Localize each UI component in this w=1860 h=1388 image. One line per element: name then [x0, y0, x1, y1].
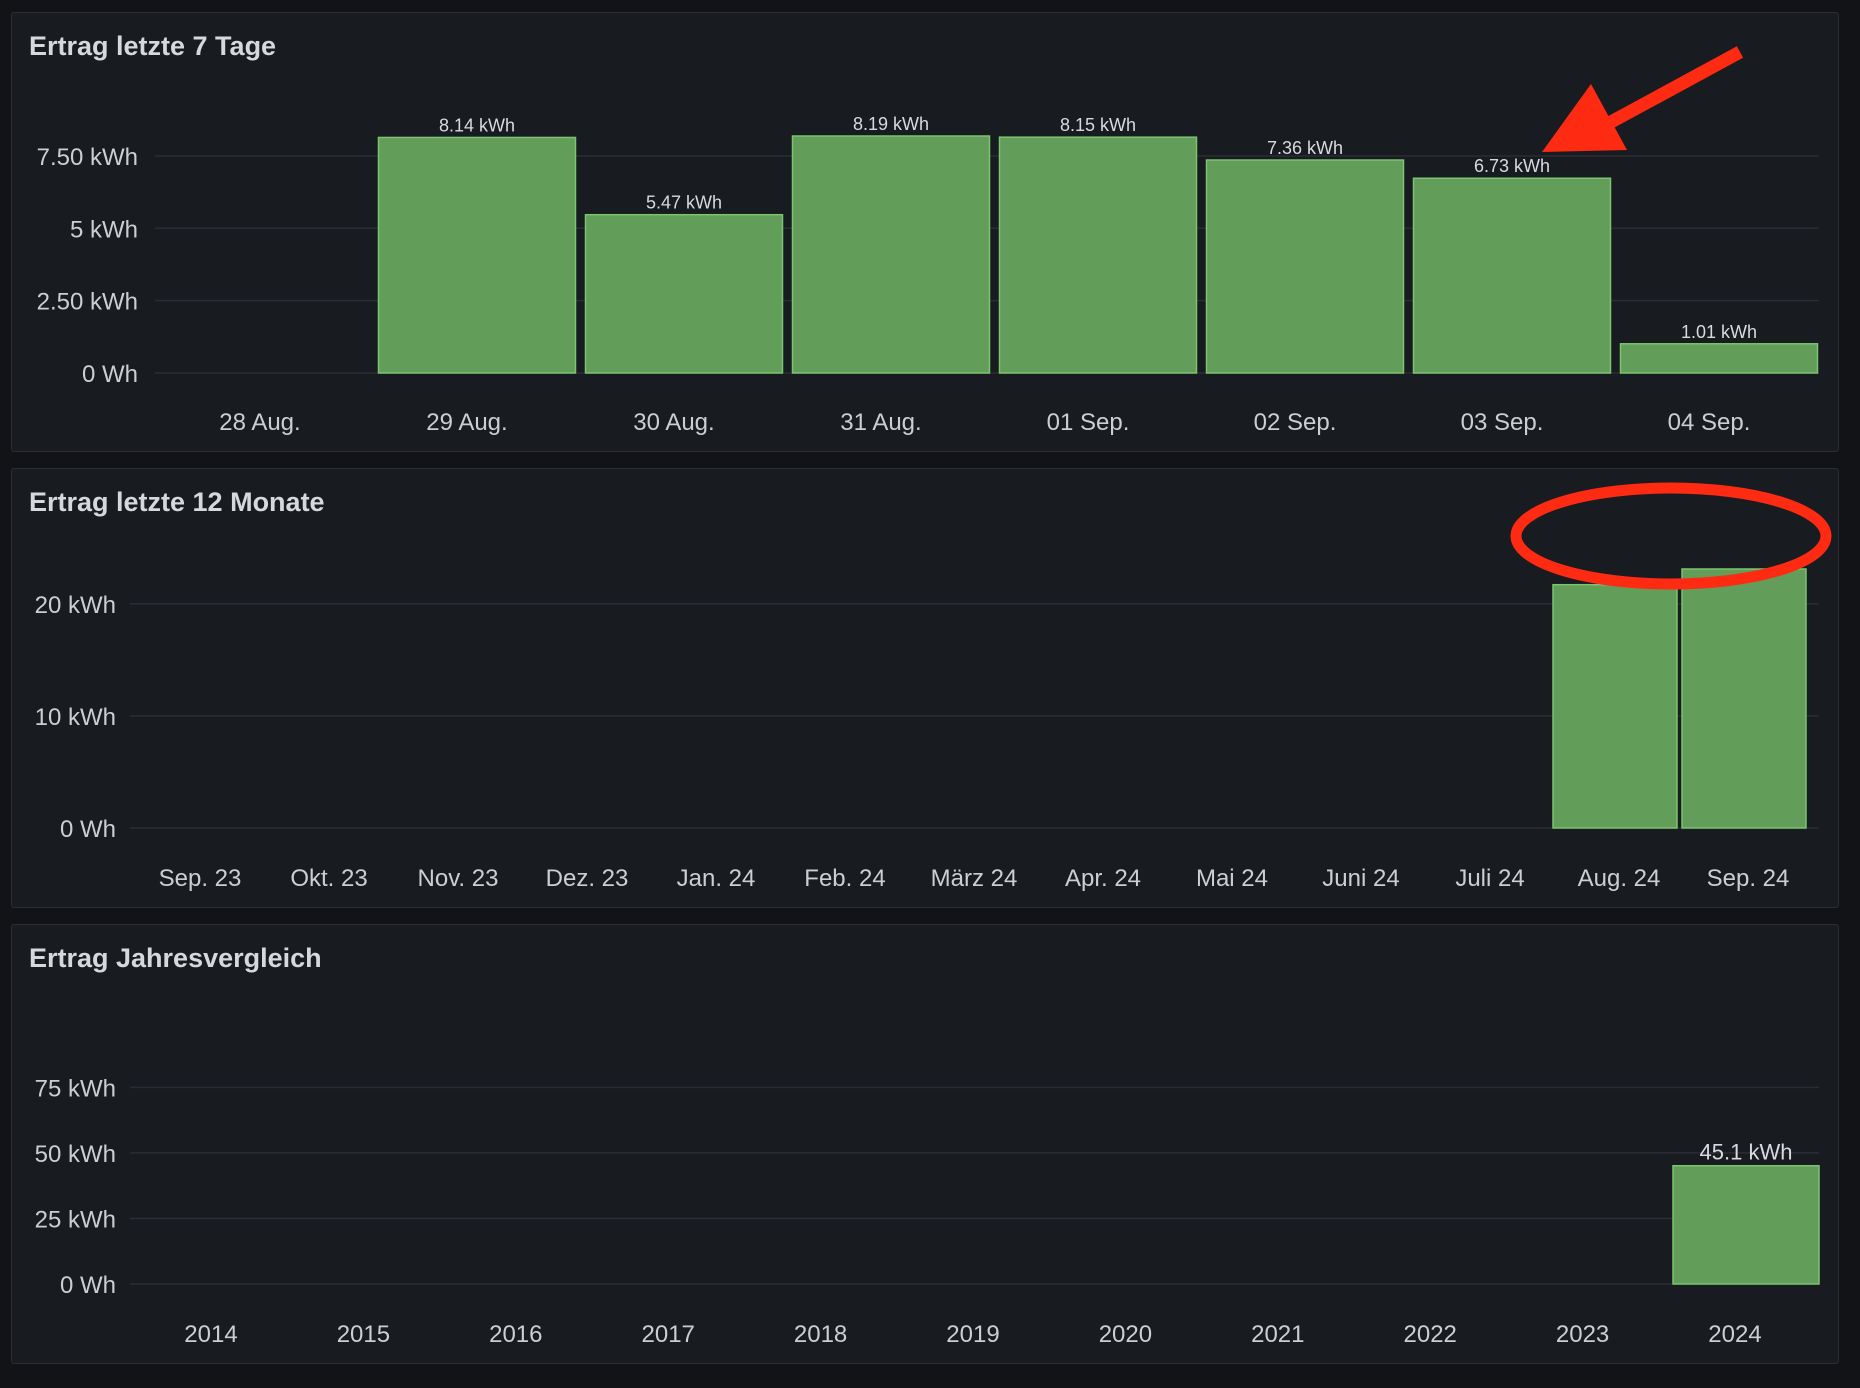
y-tick-label: 5 kWh: [70, 216, 138, 243]
x-tick-label: 30 Aug.: [633, 409, 714, 436]
panel-12-monate: Ertrag letzte 12 Monate 0 Wh 10 kWh 20 kWh…: [11, 468, 1839, 908]
bar-value-label: 8.14 kWh: [439, 115, 515, 135]
y-tick-label: 75 kWh: [35, 1075, 116, 1102]
x-tick-label: 2020: [1099, 1321, 1152, 1348]
x-tick-label: 2024: [1708, 1321, 1761, 1348]
bar[interactable]: [1619, 343, 1819, 374]
bar[interactable]: [377, 136, 577, 374]
bar-value-label: 1.01 kWh: [1681, 322, 1757, 342]
x-tick-label: Jan. 24: [677, 865, 756, 892]
x-tick-label: 2016: [489, 1321, 542, 1348]
panel-7-tage: Ertrag letzte 7 Tage 0 Wh 2.50 kWh 5 kWh 7.…: [11, 12, 1839, 452]
x-tick-label: Juli 24: [1455, 865, 1524, 892]
x-tick-label: Sep. 24: [1707, 865, 1790, 892]
y-tick-label: 20 kWh: [35, 592, 116, 619]
y-tick-label: 0 Wh: [82, 361, 138, 388]
x-tick-label: 02 Sep.: [1254, 409, 1337, 436]
x-tick-label: 2014: [184, 1321, 237, 1348]
x-tick-label: 2021: [1251, 1321, 1304, 1348]
x-tick-label: Okt. 23: [290, 865, 367, 892]
bar[interactable]: [1681, 568, 1807, 829]
y-tick-label: 10 kWh: [35, 704, 116, 731]
y-tick-label: 7.50 kWh: [37, 144, 138, 171]
panel-title: Ertrag letzte 12 Monate: [29, 487, 325, 517]
x-tick-label: 29 Aug.: [426, 409, 507, 436]
x-tick-label: Dez. 23: [546, 865, 629, 892]
x-tick-label: 28 Aug.: [219, 409, 300, 436]
x-tick-label: 2018: [794, 1321, 847, 1348]
bar-value-label: 8.15 kWh: [1060, 115, 1136, 135]
x-tick-label: Mai 24: [1196, 865, 1268, 892]
x-tick-label: Feb. 24: [804, 865, 885, 892]
bar-value-label: 7.36 kWh: [1267, 138, 1343, 158]
panel-title: Ertrag letzte 7 Tage: [29, 31, 277, 61]
x-tick-label: 2019: [946, 1321, 999, 1348]
bar-value-label: 5.47 kWh: [646, 193, 722, 213]
chart-12-monate: 0 Wh 10 kWh 20 kWh Sep. 23 Okt. 23 Nov. 23 Dez…: [35, 568, 1819, 892]
bar[interactable]: [998, 136, 1198, 374]
x-tick-label: 03 Sep.: [1461, 409, 1544, 436]
x-tick-label: 2022: [1404, 1321, 1457, 1348]
bar-value-label: 8.19 kWh: [853, 114, 929, 134]
x-tick-label: 04 Sep.: [1668, 409, 1751, 436]
x-tick-label: Aug. 24: [1578, 865, 1661, 892]
y-tick-label: 2.50 kWh: [37, 289, 138, 316]
x-tick-label: Sep. 23: [159, 865, 242, 892]
bar-value-label: 45.1 kWh: [1700, 1140, 1793, 1165]
bar[interactable]: [1412, 177, 1612, 374]
x-tick-label: Juni 24: [1322, 865, 1399, 892]
x-tick-label: Nov. 23: [418, 865, 499, 892]
bar[interactable]: [1205, 159, 1405, 374]
y-tick-label: 0 Wh: [60, 816, 116, 843]
x-tick-label: 2017: [642, 1321, 695, 1348]
panel-jahresvergleich: Ertrag Jahresvergleich 0 Wh 25 kWh 50 kWh 7…: [11, 924, 1839, 1364]
x-tick-label: 31 Aug.: [840, 409, 921, 436]
chart-7-tage: 0 Wh 2.50 kWh 5 kWh 7.50 kWh 28 Aug. 29 Aug. 3…: [37, 114, 1819, 436]
x-tick-label: März 24: [931, 865, 1018, 892]
bar[interactable]: [584, 213, 784, 374]
y-tick-label: 50 kWh: [35, 1141, 116, 1168]
x-tick-label: 2015: [337, 1321, 390, 1348]
y-tick-label: 0 Wh: [60, 1272, 116, 1299]
panel-title: Ertrag Jahresvergleich: [29, 943, 322, 973]
bar[interactable]: [791, 135, 991, 374]
x-tick-label: Apr. 24: [1065, 865, 1141, 892]
bar[interactable]: [1552, 583, 1678, 829]
x-tick-label: 01 Sep.: [1047, 409, 1130, 436]
y-tick-label: 25 kWh: [35, 1206, 116, 1233]
bar-value-label: 6.73 kWh: [1474, 156, 1550, 176]
chart-jahresvergleich: 0 Wh 25 kWh 50 kWh 75 kWh 2014 2015 2016 2017 20…: [35, 1075, 1820, 1348]
bar[interactable]: [1672, 1164, 1820, 1285]
x-tick-label: 2023: [1556, 1321, 1609, 1348]
